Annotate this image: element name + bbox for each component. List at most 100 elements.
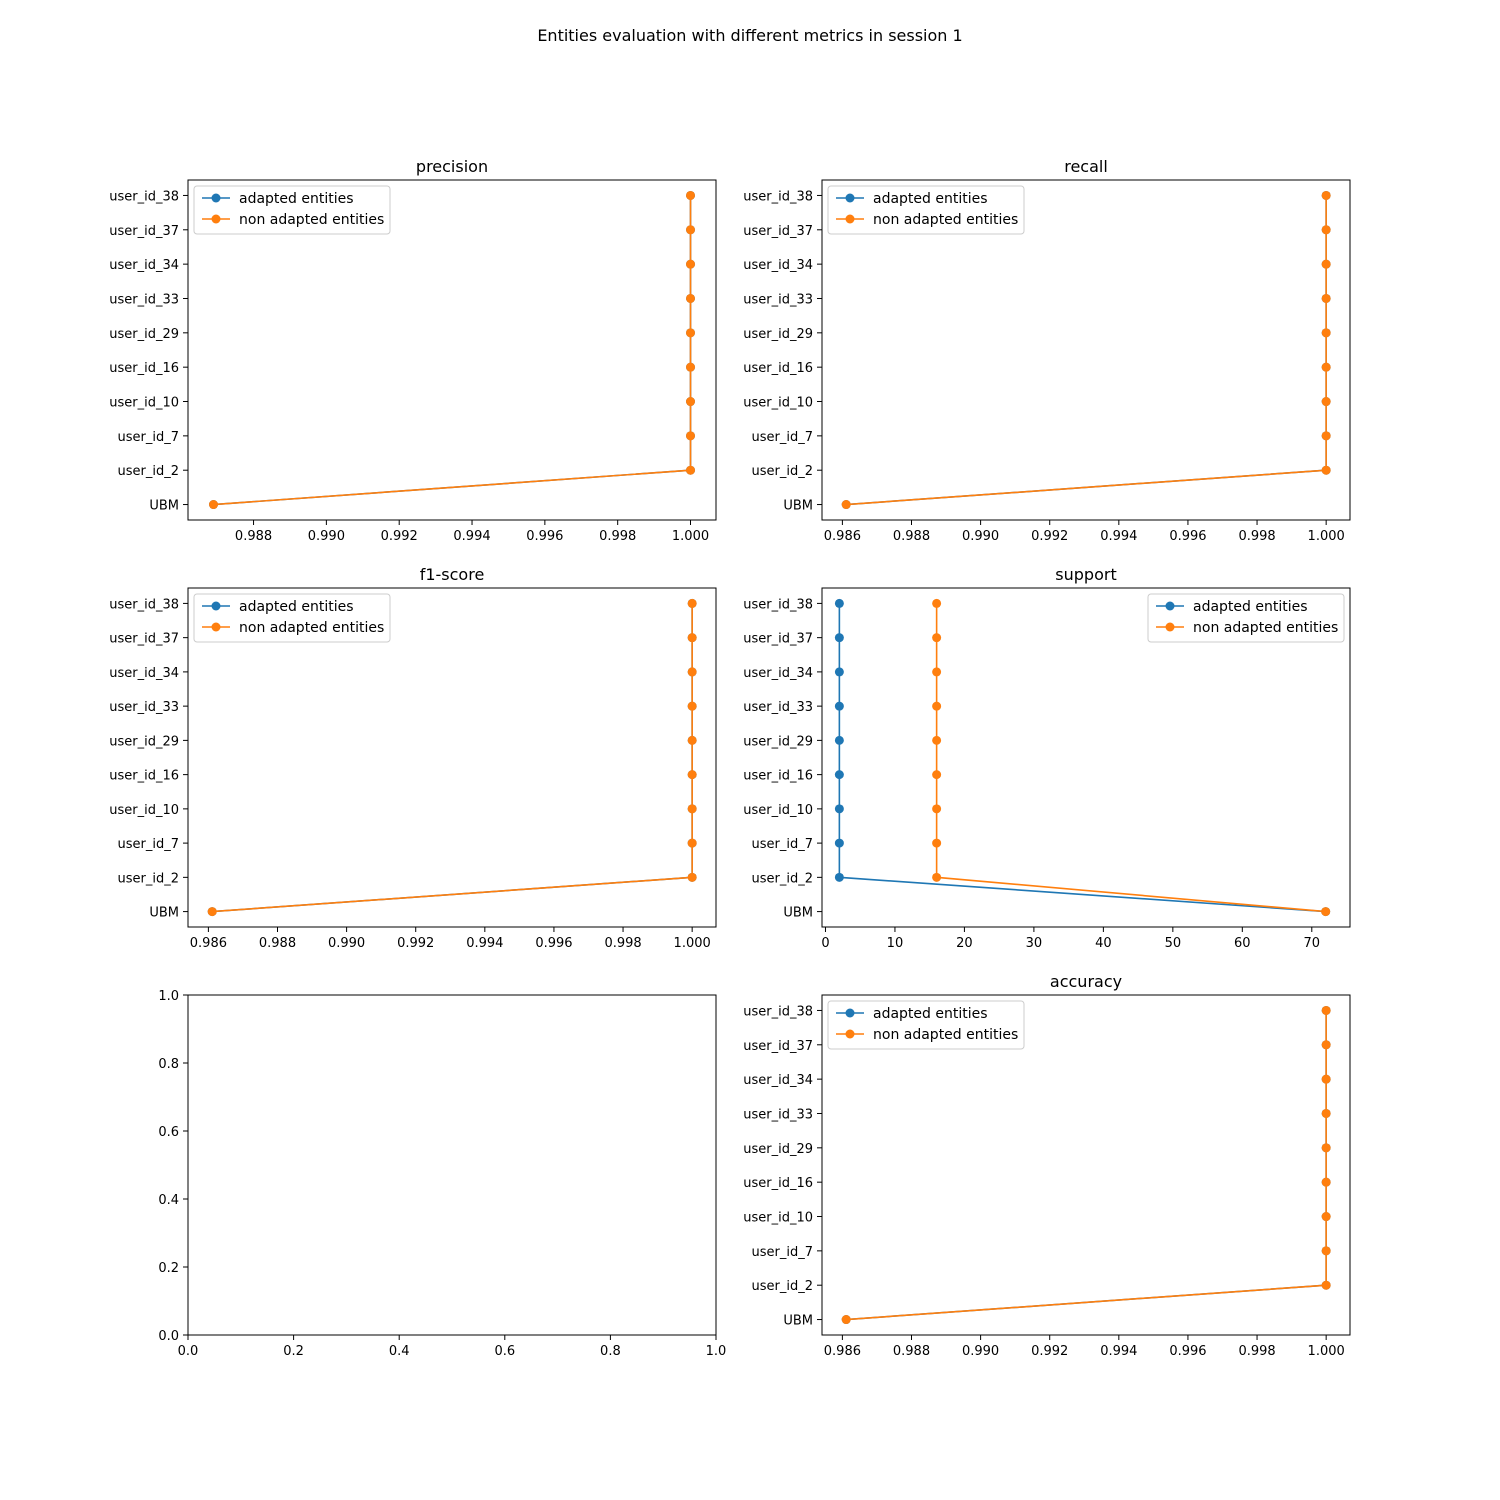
legend-marker (845, 1029, 855, 1039)
x-tick-label: 0.6 (494, 1344, 515, 1359)
x-tick-label: 1.000 (672, 529, 709, 544)
y-tick-label: user_id_38 (743, 189, 813, 204)
data-point (1321, 907, 1331, 917)
subplot-f1-score: f1-score 0.986 0.988 0.990 0.992 0.994 0.996 0.… (109, 565, 717, 951)
y-tick-label: user_id_10 (109, 803, 179, 818)
y-tick-label: user_id_34 (743, 666, 813, 681)
legend-label: adapted entities (239, 599, 354, 615)
data-point (932, 770, 942, 780)
legend-marker (211, 601, 221, 611)
y-tick-label: 0.8 (158, 1057, 179, 1072)
x-tick-label: 60 (1234, 936, 1251, 951)
data-point (1321, 1212, 1331, 1222)
x-tick-label: 0.988 (259, 936, 296, 951)
y-tick-label: UBM (149, 906, 179, 921)
axes-frame (187, 994, 717, 1336)
legend: adapted entities non adapted entities (1147, 593, 1345, 643)
data-point (1321, 362, 1331, 372)
y-tick-label: user_id_33 (743, 292, 813, 307)
legend-label: adapted entities (873, 1006, 988, 1022)
data-point (687, 872, 697, 882)
series-line-non-adapted (212, 603, 693, 913)
data-point (207, 907, 217, 917)
data-point (841, 500, 851, 510)
legend-marker (845, 193, 855, 203)
y-tick-label: user_id_38 (743, 597, 813, 612)
data-point (932, 735, 942, 745)
y-tick-label: user_id_33 (109, 700, 179, 715)
y-tick-label: user_id_2 (118, 871, 180, 886)
y-tick-label: user_id_34 (109, 258, 179, 273)
x-tick-label: 0.990 (308, 529, 345, 544)
y-tick-label: user_id_16 (109, 361, 179, 376)
x-tick-label: 0.992 (1031, 1344, 1068, 1359)
x-tick-label: 0.988 (893, 1344, 930, 1359)
legend-marker (845, 1008, 855, 1018)
y-tick-label: user_id_7 (118, 430, 180, 445)
x-tick-label: 0.994 (1100, 1344, 1137, 1359)
subplot-recall: recall 0.986 0.988 0.990 0.992 0.994 0.996 0.99… (743, 157, 1351, 544)
legend: adapted entities non adapted entities (193, 593, 391, 643)
legend-label: adapted entities (239, 191, 354, 207)
y-tick-label: user_id_37 (109, 632, 179, 647)
data-point (1321, 465, 1331, 475)
data-point (932, 872, 942, 882)
y-tick-label: user_id_37 (743, 1039, 813, 1054)
subplot-title: accuracy (1050, 972, 1122, 991)
data-point (1321, 431, 1331, 441)
data-point (932, 804, 942, 814)
data-point (1321, 225, 1331, 235)
legend-box (1147, 593, 1345, 643)
data-point (687, 633, 697, 643)
y-tick-label: user_id_7 (752, 430, 814, 445)
legend-label: non adapted entities (239, 212, 384, 228)
y-tick-label: user_id_29 (109, 327, 179, 342)
data-point (686, 259, 696, 269)
series-line-non-adapted (846, 1010, 1327, 1321)
y-tick-label: user_id_10 (109, 396, 179, 411)
series-line-non-adapted (846, 195, 1327, 506)
data-point (834, 838, 844, 848)
y-tick-label: user_id_34 (109, 666, 179, 681)
y-tick-label: 1.0 (158, 989, 179, 1004)
legend-box (193, 185, 391, 235)
y-tick-label: user_id_38 (743, 1004, 813, 1019)
y-tick-label: user_id_2 (118, 464, 180, 479)
x-tick-label: 0.994 (466, 936, 503, 951)
data-point (686, 293, 696, 303)
data-point (1321, 397, 1331, 407)
legend-label: non adapted entities (1193, 620, 1338, 636)
legend-label: non adapted entities (873, 212, 1018, 228)
data-point (1321, 1246, 1331, 1256)
y-tick-label: user_id_10 (743, 803, 813, 818)
data-point (834, 633, 844, 643)
x-tick-label: 0.992 (381, 529, 418, 544)
x-tick-label: 0.998 (1238, 529, 1275, 544)
y-tick-label: user_id_34 (743, 1073, 813, 1088)
data-point (834, 735, 844, 745)
data-point (1321, 190, 1331, 200)
y-tick-label: user_id_29 (743, 734, 813, 749)
subplot-title: recall (1064, 157, 1108, 176)
data-point (1321, 1040, 1331, 1050)
subplot-accuracy: accuracy 0.986 0.988 0.990 0.992 0.994 0.996 0.… (743, 972, 1351, 1359)
x-tick-label: 0.996 (1169, 529, 1206, 544)
y-tick-label: user_id_16 (109, 769, 179, 784)
data-point (686, 397, 696, 407)
subplot-title: f1-score (420, 565, 485, 584)
data-point (686, 431, 696, 441)
x-tick-label: 0.996 (1169, 1344, 1206, 1359)
data-point (687, 598, 697, 608)
data-point (687, 701, 697, 711)
data-point (1321, 1005, 1331, 1015)
x-tick-label: 0.996 (535, 936, 572, 951)
data-point (686, 362, 696, 372)
data-point (1321, 1177, 1331, 1187)
x-tick-label: 0.994 (453, 529, 490, 544)
y-tick-label: UBM (783, 1314, 813, 1329)
y-tick-label: user_id_33 (743, 700, 813, 715)
x-tick-label: 30 (1026, 936, 1043, 951)
y-tick-label: 0.6 (158, 1125, 179, 1140)
x-tick-label: 0.0 (178, 1344, 199, 1359)
